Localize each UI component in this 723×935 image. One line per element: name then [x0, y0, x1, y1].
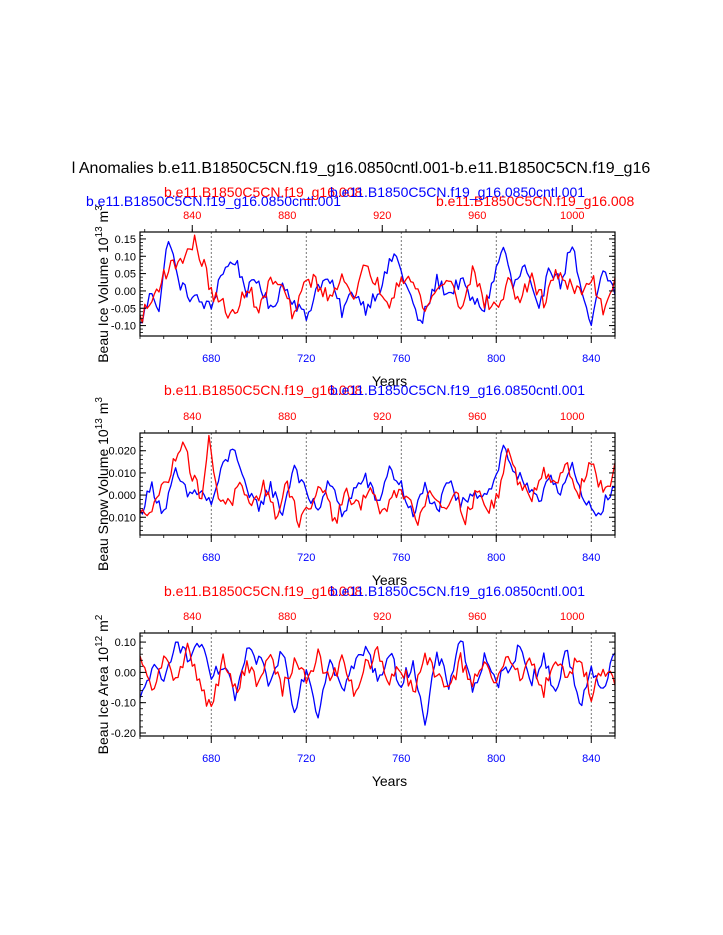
x-tick-label-bottom: 800 [487, 353, 505, 365]
panel-snow-volume: b.e11.B1850C5CN.f19_g16.008b.e11.B1850C5… [94, 382, 616, 588]
top-label-red: b.e11.B1850C5CN.f19_g16.008 [164, 583, 362, 599]
y-tick-label: 0.00 [115, 667, 136, 679]
y-tick-label: -0.010 [105, 512, 136, 524]
y-axis-label-ylabel-unit-exp: 2 [94, 614, 105, 620]
y-tick-label: 0.10 [115, 251, 136, 263]
x-tick-label-top: 840 [183, 611, 201, 623]
x-tick-label-bottom: 680 [202, 753, 220, 765]
x-tick-label-bottom: 760 [392, 353, 410, 365]
x-tick-label-top: 880 [278, 411, 296, 423]
panel-ice-area: b.e11.B1850C5CN.f19_g16.008b.e11.B1850C5… [94, 583, 616, 789]
y-tick-label: -0.10 [111, 698, 136, 710]
x-tick-label-top: 840 [183, 210, 201, 222]
x-tick-label-bottom: 800 [487, 753, 505, 765]
x-tick-label-top: 960 [468, 411, 486, 423]
y-axis-label-ylabel-unit: m [95, 620, 111, 636]
y-axis-label-ylabel-unit: m [95, 211, 111, 227]
x-tick-label-bottom: 840 [582, 753, 600, 765]
x-tick-label-top: 1000 [560, 611, 584, 623]
y-tick-label: 0.00 [115, 286, 136, 298]
main-title: l Anomalies b.e11.B1850C5CN.f19_g16.0850… [72, 160, 651, 177]
x-tick-label-bottom: 720 [297, 753, 315, 765]
x-tick-label-top: 920 [373, 411, 391, 423]
series-line-red [139, 234, 616, 324]
y-axis-label-ylabel-exp: 12 [94, 635, 105, 647]
x-tick-label-top: 880 [278, 611, 296, 623]
y-tick-label: -0.05 [111, 303, 136, 315]
y-tick-label: -0.20 [111, 728, 136, 740]
y-axis-label: Beau Ice Volume 1013 m3 [94, 205, 111, 363]
x-tick-label-top: 960 [468, 611, 486, 623]
y-axis-label-ylabel-unit: m [95, 403, 111, 419]
y-tick-label: 0.05 [115, 269, 136, 281]
top-label-blue: b.e11.B1850C5CN.f19_g16.0850cntl.001 [330, 583, 585, 599]
x-tick-label-top: 920 [373, 611, 391, 623]
top-label-red: b.e11.B1850C5CN.f19_g16.008 [164, 184, 362, 200]
header-label-red: b.e11.B1850C5CN.f19_g16.008 [436, 193, 634, 209]
y-axis-label-ylabel-unit-exp: 3 [94, 397, 105, 403]
x-tick-label-top: 880 [278, 210, 296, 222]
top-label-blue: b.e11.B1850C5CN.f19_g16.0850cntl.001 [330, 382, 585, 398]
x-tick-label-top: 920 [373, 210, 391, 222]
y-axis-label-ylabel: Beau Ice Volume 10 [95, 237, 111, 363]
y-tick-label: 0.010 [108, 468, 136, 480]
y-axis-label-ylabel-exp: 13 [94, 226, 105, 238]
y-tick-label: 0.10 [115, 637, 136, 649]
panels: b.e11.B1850C5CN.f19_g16.008b.e11.B1850C5… [94, 184, 616, 789]
y-axis-label-ylabel: Beau Ice Area 10 [95, 647, 111, 755]
y-tick-label: 0.000 [108, 490, 136, 502]
panel-ice-volume: b.e11.B1850C5CN.f19_g16.008b.e11.B1850C5… [94, 184, 616, 389]
x-tick-label-bottom: 720 [297, 353, 315, 365]
x-axis-label: Years [372, 773, 407, 789]
x-axis-label: Years [372, 373, 407, 389]
x-tick-label-bottom: 800 [487, 552, 505, 564]
x-tick-label-top: 1000 [560, 411, 584, 423]
x-tick-label-bottom: 760 [392, 753, 410, 765]
x-tick-label-top: 1000 [560, 210, 584, 222]
y-tick-label: 0.020 [108, 446, 136, 458]
x-tick-label-top: 960 [468, 210, 486, 222]
y-axis-label-ylabel-unit-exp: 3 [94, 205, 105, 211]
header-label-blue: b.e11.B1850C5CN.f19_g16.0850cntl.001 [86, 193, 341, 209]
x-tick-label-bottom: 680 [202, 353, 220, 365]
top-label-red: b.e11.B1850C5CN.f19_g16.008 [164, 382, 362, 398]
series-line-red [139, 642, 616, 708]
y-tick-label: -0.10 [111, 321, 136, 333]
x-tick-label-top: 840 [183, 411, 201, 423]
x-axis-label: Years [372, 572, 407, 588]
y-axis-label-ylabel-exp: 13 [94, 418, 105, 430]
x-tick-label-bottom: 840 [582, 552, 600, 564]
y-axis-label: Beau Snow Volume 1013 m3 [94, 397, 111, 571]
x-tick-label-bottom: 760 [392, 552, 410, 564]
y-axis-label-ylabel: Beau Snow Volume 10 [95, 429, 111, 571]
x-tick-label-bottom: 840 [582, 353, 600, 365]
series-line-blue [139, 444, 616, 518]
top-label-blue: b.e11.B1850C5CN.f19_g16.0850cntl.001 [330, 184, 585, 200]
x-tick-label-bottom: 680 [202, 552, 220, 564]
y-axis-label: Beau Ice Area 1012 m2 [94, 614, 111, 754]
y-tick-label: 0.15 [115, 234, 136, 246]
x-tick-label-bottom: 720 [297, 552, 315, 564]
series-line-blue [139, 240, 616, 327]
series-line-red [139, 434, 616, 528]
